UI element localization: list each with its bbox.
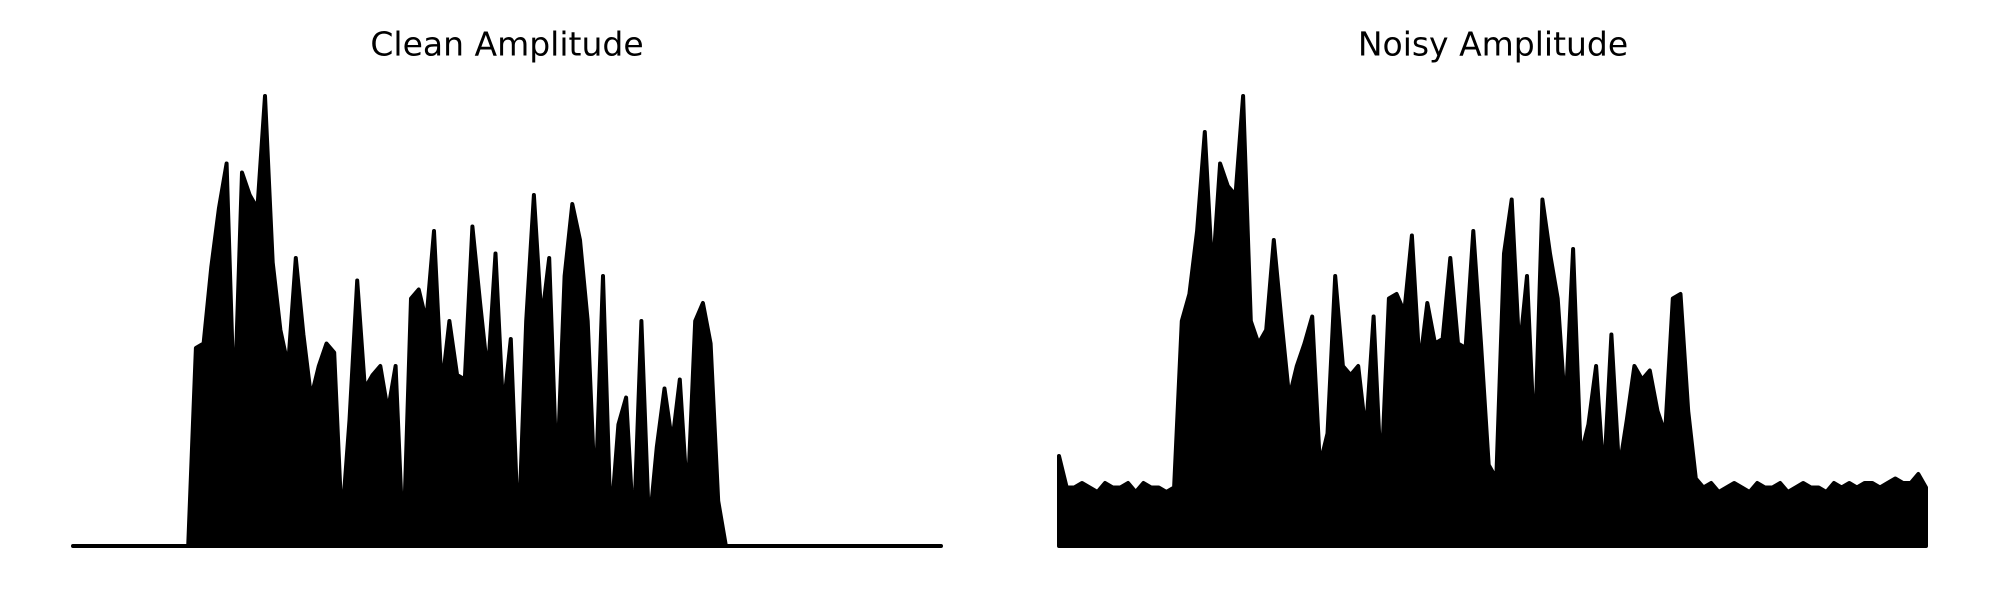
chart-title: Noisy Amplitude	[1358, 25, 1628, 64]
amplitude-area	[71, 94, 943, 548]
amplitude-area	[1057, 94, 1928, 548]
chart-title: Clean Amplitude	[370, 25, 643, 64]
